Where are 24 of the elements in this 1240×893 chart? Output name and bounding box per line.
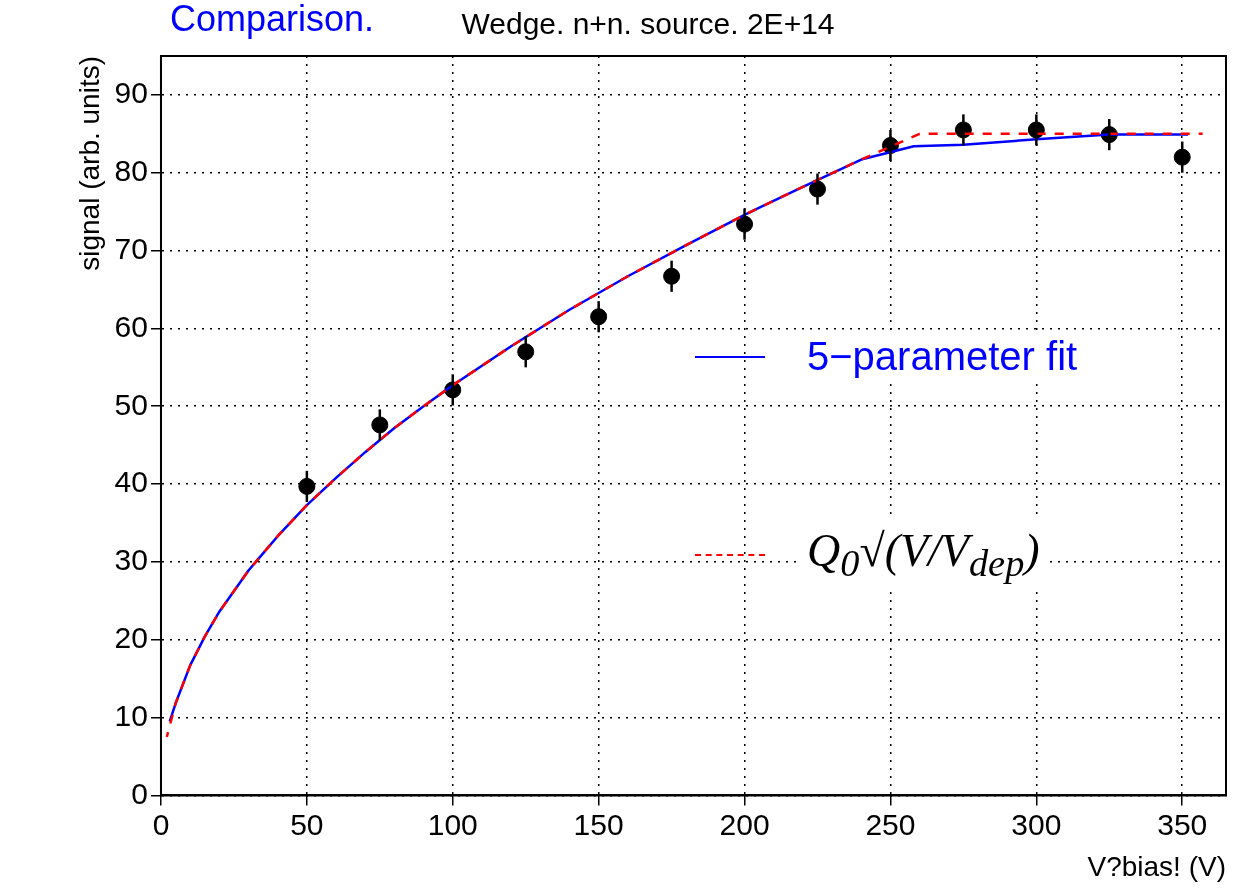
y-tick-label: 50 — [114, 387, 148, 421]
x-tick-label: 50 — [290, 807, 324, 841]
y-tick-label: 20 — [114, 621, 148, 654]
x-tick-label: 0 — [152, 807, 170, 841]
x-tick-label: 350 — [1157, 807, 1208, 841]
y-tick-label: 10 — [114, 698, 148, 732]
chart-title: Wedge. n+n. source. 2E+14 — [461, 7, 835, 41]
text: Comparison. — [170, 0, 375, 40]
x-tick-label: 100 — [427, 807, 478, 841]
y-tick-label: 30 — [114, 543, 148, 577]
y-tick-label: 0 — [131, 776, 148, 810]
y-axis-title: signal (arb. units) — [73, 56, 105, 271]
x-tick-label: 200 — [719, 807, 770, 841]
y-tick-label: 90 — [114, 76, 148, 110]
x-tick-label: 150 — [573, 807, 624, 841]
x-tick-label: 300 — [1011, 807, 1062, 841]
legend-label: Q$_{0}$√(V/V$_{dep}$) — [799, 520, 1048, 590]
y-tick-label: 60 — [114, 309, 148, 343]
y-tick-label: 70 — [114, 231, 148, 265]
x-axis-title: V?bias! (V) — [1087, 850, 1226, 882]
y-tick-label: 80 — [114, 154, 148, 188]
x-tick-label: 250 — [865, 807, 916, 841]
legend-label: 5−parameter fit — [799, 330, 1086, 383]
y-tick-label: 40 — [114, 465, 148, 499]
